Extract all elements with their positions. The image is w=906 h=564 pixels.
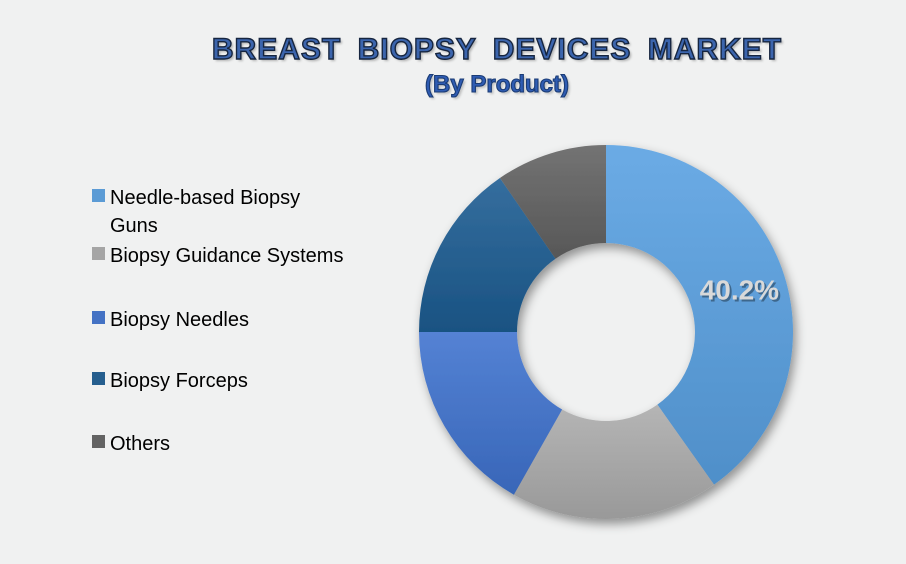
legend-swatch-icon [92,435,105,448]
legend-item-others[interactable]: Others [92,430,170,458]
slice-others[interactable] [499,145,606,259]
slice-needle-based-biopsy-guns[interactable] [606,145,794,485]
legend: Needle-based Biopsy Guns Biopsy Guidance … [92,0,392,564]
legend-item-biopsy-needles[interactable]: Biopsy Needles [92,306,249,334]
donut-labels: 40.2%40.2% [700,275,781,308]
slice-biopsy-guidance-systems[interactable] [513,404,715,520]
slice-biopsy-needles[interactable] [419,332,563,495]
chart-title: BREAST BIOPSY DEVICES MARKET [211,32,783,66]
legend-label: Needle-based Biopsy Guns [110,187,301,237]
pct-label-shadow: 40.2% [702,277,781,308]
slice-biopsy-forceps[interactable] [419,178,556,332]
legend-label: Biopsy Forceps [110,370,248,392]
legend-item-biopsy-forceps[interactable]: Biopsy Forceps [92,367,248,395]
legend-item-needle-based-biopsy-guns[interactable]: Needle-based Biopsy Guns [92,184,315,240]
chart-header: BREAST BIOPSY DEVICES MARKET (By Product… [88,32,906,99]
legend-swatch-icon [92,189,105,202]
legend-label: Biopsy Needles [110,309,249,331]
legend-item-biopsy-guidance-systems[interactable]: Biopsy Guidance Systems [92,242,343,270]
legend-label: Biopsy Guidance Systems [110,245,344,267]
donut-slices [419,145,794,520]
legend-swatch-icon [92,247,105,260]
legend-swatch-icon [92,372,105,385]
chart-subtitle: (By Product) [424,70,569,98]
legend-label: Others [110,433,171,455]
legend-swatch-icon [92,311,105,324]
pct-label: 40.2% [700,275,779,306]
